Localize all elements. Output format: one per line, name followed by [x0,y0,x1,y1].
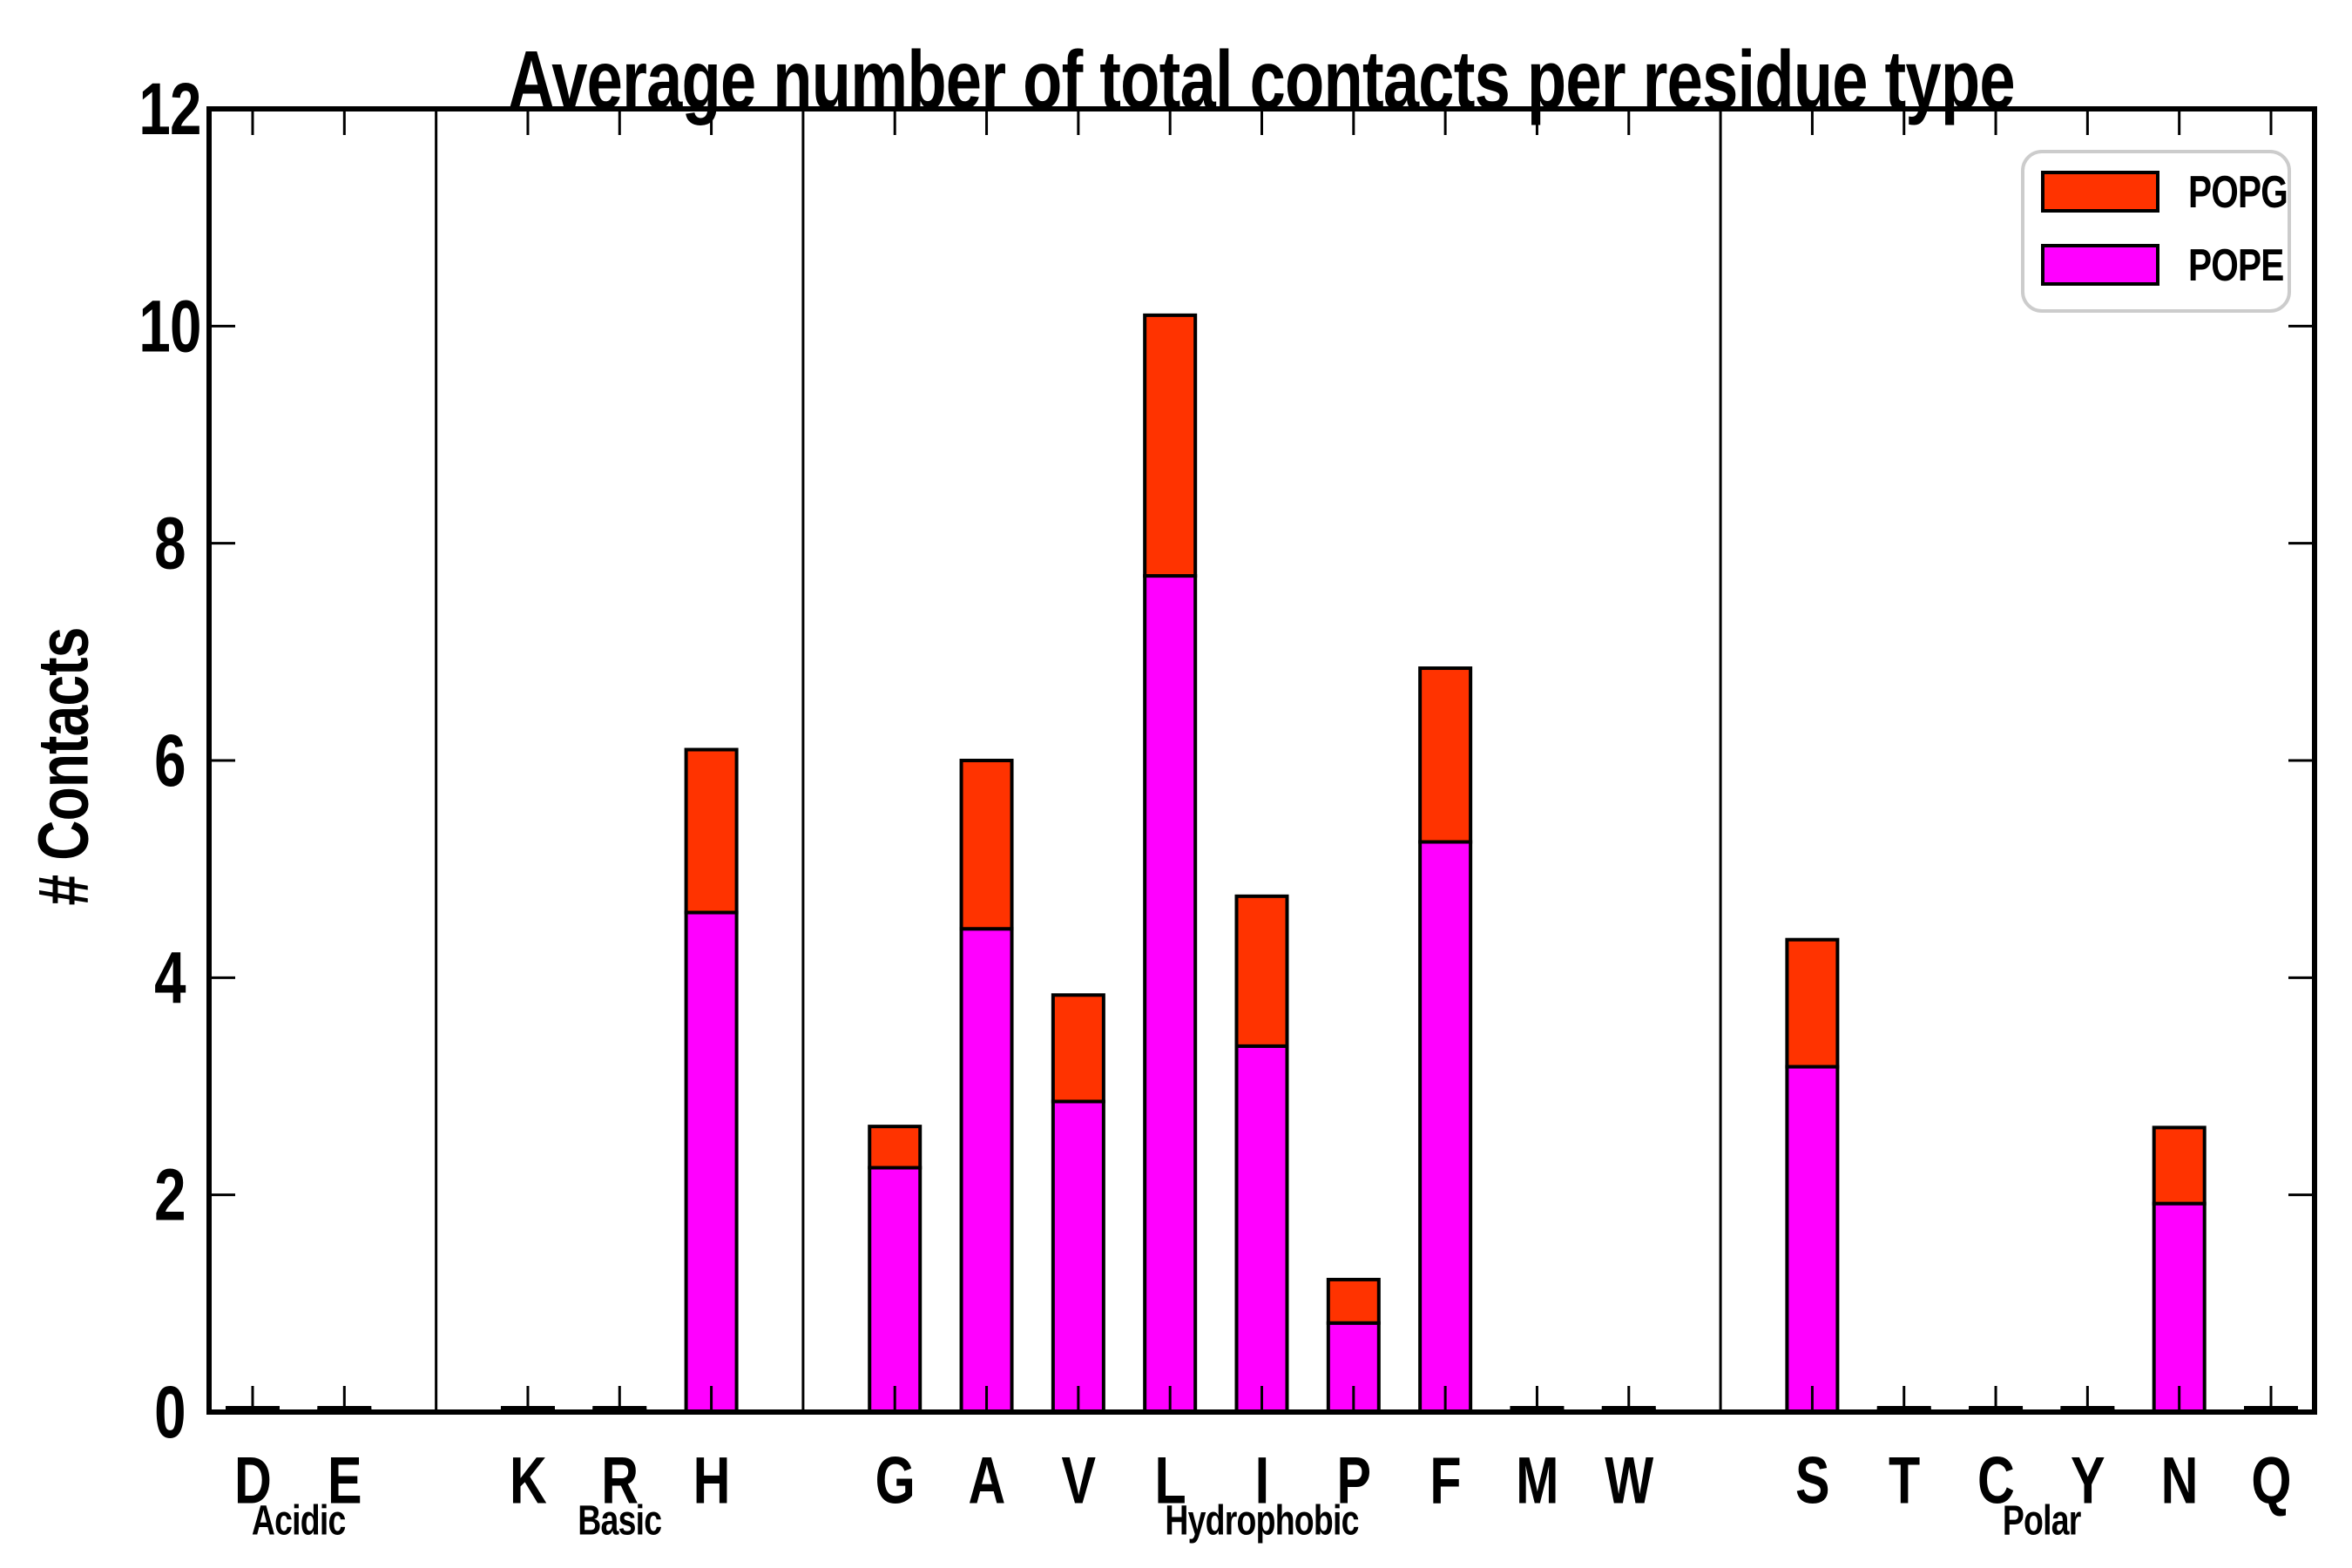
bar-I-popg [1234,894,1289,1048]
x-tick-label-H: H [693,1444,730,1518]
bar-S-popg [1785,937,1840,1069]
x-tick-label-L: L [1154,1444,1185,1518]
x-tick-label-Q: Q [2251,1444,2290,1518]
bar-N-pope [2152,1201,2207,1415]
x-tick-label-N: N [2161,1444,2198,1518]
group-label-polar: Polar [2003,1497,2082,1544]
bar-G-pope [868,1166,923,1414]
y-tick-label-10: 10 [139,285,200,367]
group-dividers [435,109,1722,1412]
bar-L-pope [1143,574,1198,1414]
x-tick-label-S: S [1795,1444,1829,1518]
x-tick-label-R: R [601,1444,638,1518]
x-tick-label-K: K [510,1444,547,1518]
bars-layer [226,313,2298,1415]
legend: POPG POPE [2021,150,2291,313]
axis-ticks-layer [209,107,2315,1414]
y-tick-label-8: 8 [154,503,186,585]
bar-N-popg [2152,1125,2207,1206]
x-tick-label-G: G [875,1444,915,1518]
y-axis-label: # Contacts [23,627,104,905]
x-tick-label-Y: Y [2071,1444,2105,1518]
x-tick-label-I: I [1255,1444,1269,1518]
axis-labels-layer: D E K R H G A V L I P F M W S T C Y N Q 0 2 4 6 8 10 12 Acidic Basic… [139,68,2291,1544]
x-tick-label-C: C [1977,1444,2014,1518]
chart-title: Average number of total contacts per res… [508,34,2015,126]
group-label-basic: Basic [578,1497,661,1544]
group-label-hydrophobic: Hydrophobic [1165,1497,1358,1544]
legend-label-popg: POPG [2188,166,2288,217]
bar-L-popg [1143,313,1198,578]
legend-swatch-pope [2041,244,2159,286]
y-tick-label-0: 0 [154,1371,186,1453]
x-tick-label-D: D [234,1444,271,1518]
bar-F-popg [1418,666,1473,844]
bar-H-pope [684,910,739,1414]
plot-border [206,106,2317,1415]
bar-V-pope [1051,1099,1105,1415]
group-label-acidic: Acidic [252,1497,346,1544]
bar-F-pope [1418,840,1473,1414]
y-tick-label-2: 2 [154,1154,186,1236]
bar-P-popg [1326,1277,1381,1325]
y-tick-label-12: 12 [139,68,200,150]
y-tick-label-4: 4 [154,936,186,1018]
bar-G-popg [868,1125,923,1170]
bar-V-popg [1051,993,1105,1104]
y-tick-label-6: 6 [154,720,186,801]
plot-frame [206,106,2317,1415]
bar-I-pope [1234,1044,1289,1414]
bar-A-popg [959,759,1014,931]
x-tick-label-W: W [1605,1444,1654,1518]
bar-A-pope [959,927,1014,1414]
bar-S-pope [1785,1064,1840,1415]
x-tick-label-F: F [1429,1444,1460,1518]
x-tick-label-M: M [1516,1444,1558,1518]
legend-label-pope: POPE [2188,240,2284,290]
x-tick-label-E: E [328,1444,362,1518]
legend-swatch-popg [2041,171,2159,213]
x-tick-label-V: V [1061,1444,1095,1518]
x-tick-label-P: P [1336,1444,1370,1518]
x-tick-label-A: A [969,1444,1005,1518]
bar-H-popg [684,747,739,915]
x-tick-label-T: T [1889,1444,1920,1518]
